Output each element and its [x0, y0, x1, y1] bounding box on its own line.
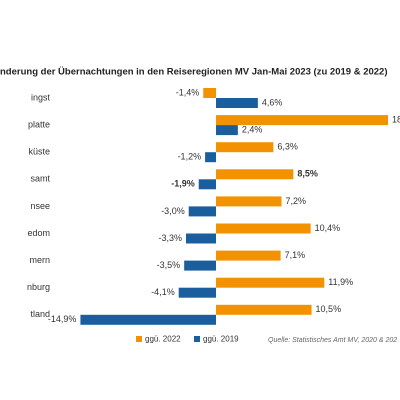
category-label: mern	[29, 255, 50, 265]
legend-swatch	[194, 336, 200, 342]
bar	[216, 277, 325, 288]
bar	[216, 142, 274, 153]
bar	[216, 125, 238, 136]
bar	[216, 115, 388, 126]
bar	[178, 287, 217, 298]
value-label: -4,1%	[151, 287, 175, 297]
source: Quelle: Statistisches Amt MV, 2020 & 202	[268, 337, 397, 344]
legend-label: ggü. 2022	[145, 335, 181, 344]
value-label: 10,4%	[315, 223, 341, 233]
bar	[188, 206, 217, 217]
value-label: 10,5%	[316, 304, 342, 314]
value-label: -1,4%	[176, 87, 200, 97]
category-label: nsee	[30, 201, 50, 211]
value-label: 6,3%	[277, 142, 298, 152]
bar	[205, 152, 217, 163]
value-label: -3,0%	[161, 206, 185, 216]
category-label: edom	[27, 228, 50, 238]
value-label: 18	[392, 114, 400, 124]
category-label: platte	[28, 119, 50, 129]
value-label: 4,6%	[262, 97, 283, 107]
bar	[216, 304, 312, 315]
legend-swatch	[136, 336, 142, 342]
value-label: -14,9%	[48, 314, 77, 324]
category-label: küste	[28, 147, 50, 157]
value-label: 7,1%	[285, 250, 306, 260]
value-label: 7,2%	[286, 196, 307, 206]
value-label: -1,9%	[171, 179, 195, 189]
bar	[185, 233, 217, 244]
value-label: -3,3%	[158, 233, 182, 243]
chart-title: nderung der Übernachtungen in den Reiser…	[0, 67, 388, 78]
category-label: samt	[30, 174, 50, 184]
bar	[80, 314, 217, 325]
value-label: -1,2%	[178, 152, 202, 162]
value-label: 2,4%	[242, 124, 263, 134]
bar	[216, 223, 311, 234]
bar	[203, 88, 217, 98]
bar	[184, 260, 217, 271]
value-label: 11,9%	[328, 277, 353, 287]
bar	[216, 98, 258, 108]
legend-label: ggü. 2019	[203, 335, 239, 344]
value-label: -3,5%	[157, 260, 181, 270]
category-label: nburg	[27, 282, 50, 292]
bar	[198, 179, 217, 190]
value-label: 8,5%	[297, 169, 318, 179]
category-label: ingst	[31, 92, 51, 102]
bar	[216, 169, 294, 180]
category-label: tland	[30, 309, 50, 319]
bar	[216, 250, 281, 261]
bar	[216, 196, 282, 207]
